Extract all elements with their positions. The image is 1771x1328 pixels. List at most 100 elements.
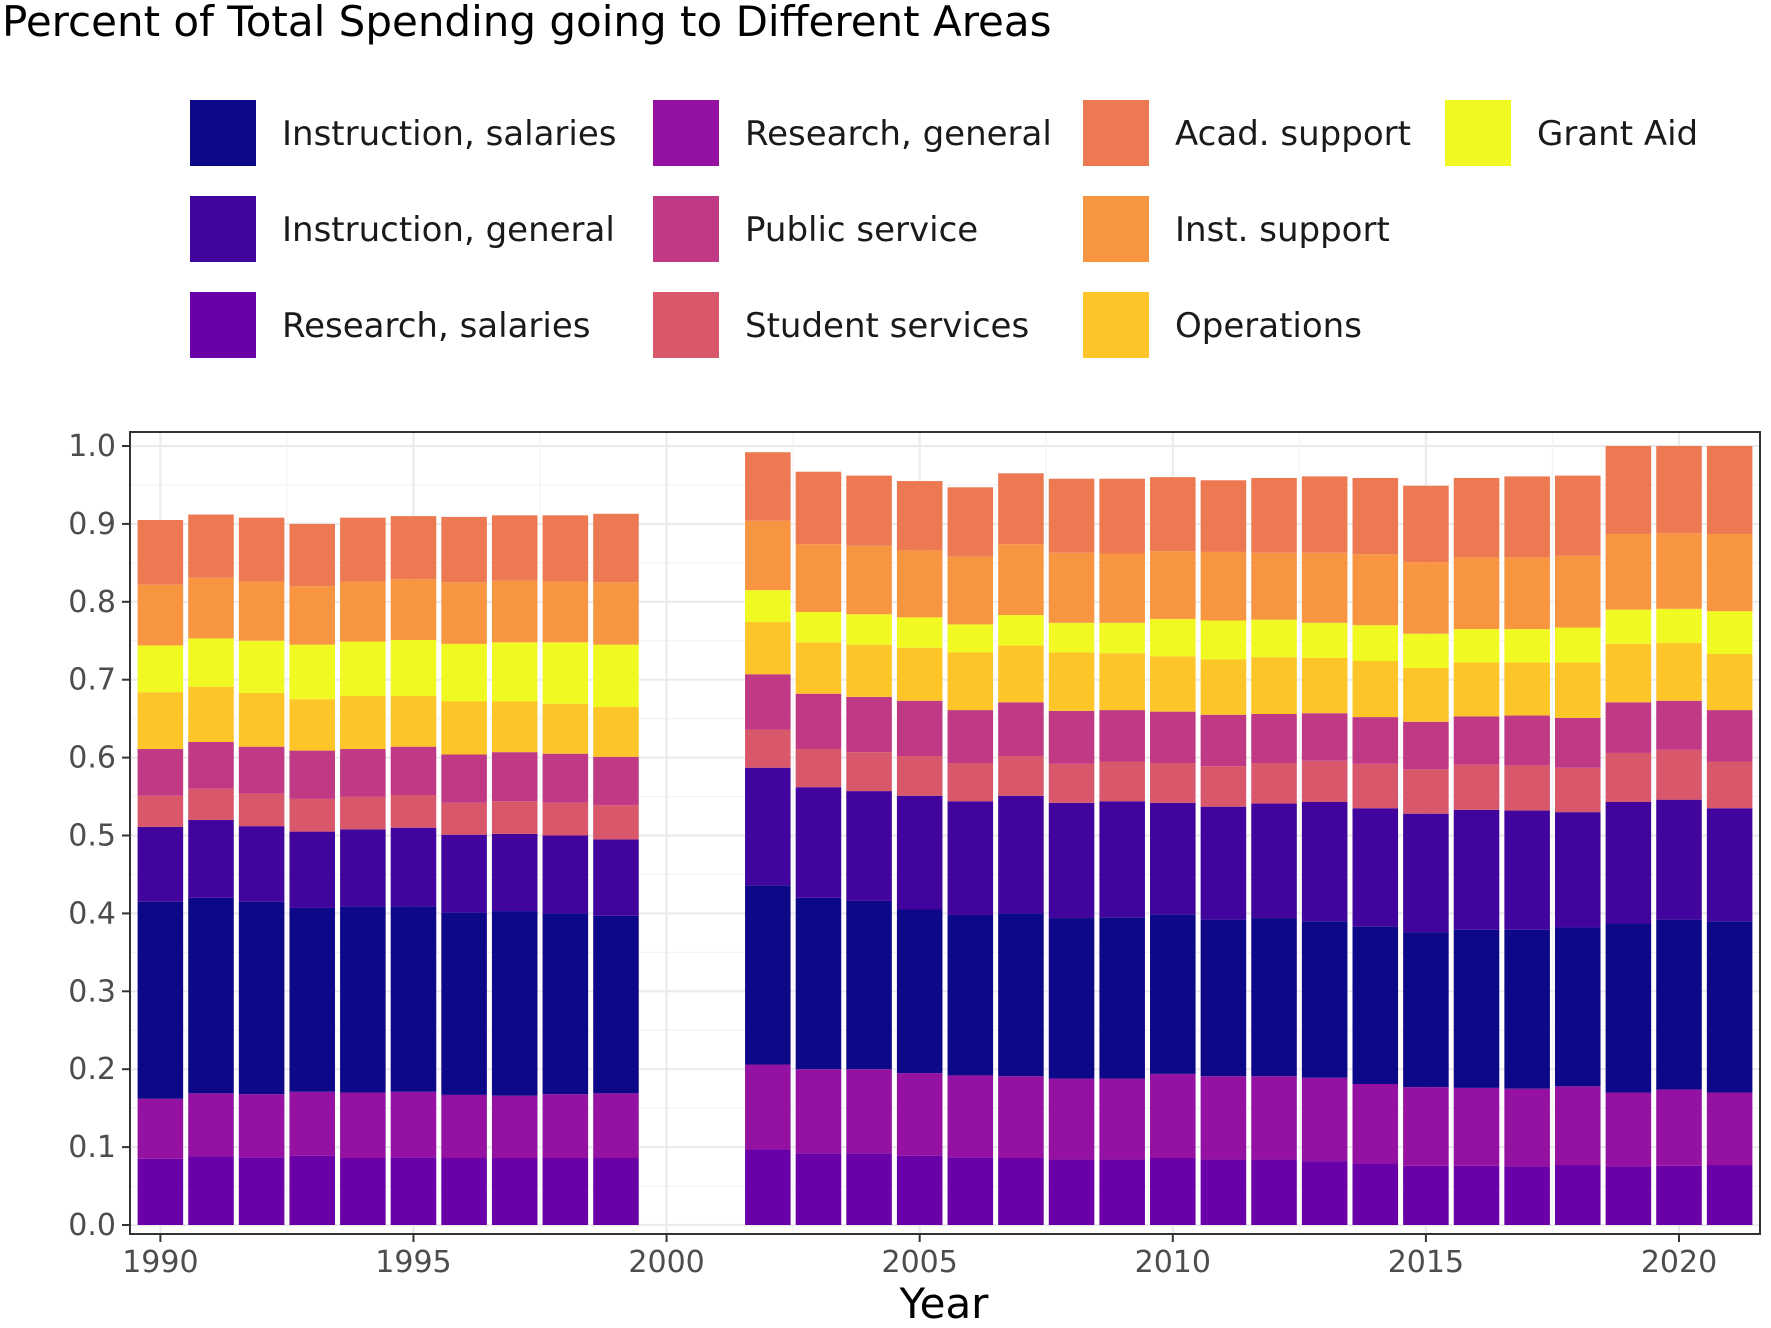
bar-2020-research-general xyxy=(1656,1089,1702,1166)
bar-1990-research-general xyxy=(137,1098,184,1159)
bar-1995-grant-aid xyxy=(390,639,437,697)
bar-1990-inst-support xyxy=(137,584,184,646)
bar-2010-grant-aid xyxy=(1150,618,1196,657)
bar-2018-acad-support xyxy=(1554,475,1601,556)
bar-1998-instruction-salaries xyxy=(542,913,589,1095)
bar-2002-inst-support xyxy=(745,520,791,591)
bar-2017-instruction-salaries xyxy=(1504,929,1550,1089)
bar-2006-instruction-salaries xyxy=(947,914,994,1076)
legend-label: Public service xyxy=(745,210,978,250)
bar-2014-inst-support xyxy=(1352,554,1399,626)
bar-2006-inst-support xyxy=(947,556,994,625)
bar-2017-instruction-general xyxy=(1504,810,1550,930)
bar-2005-research-general xyxy=(896,1073,943,1156)
bar-1990-public-service xyxy=(137,749,184,796)
bar-1996-acad-support xyxy=(441,516,487,583)
bar-1991-grant-aid xyxy=(188,638,234,687)
bar-2005-instruction-salaries xyxy=(896,909,943,1074)
bar-1995-instruction-general xyxy=(390,827,437,907)
bar-1996-research-general xyxy=(441,1094,487,1159)
bar-2014-research-general xyxy=(1352,1084,1399,1164)
bar-1992-student-services xyxy=(238,793,285,827)
bar-2018-public-service xyxy=(1554,717,1601,768)
bar-2015-research-salaries xyxy=(1403,1165,1449,1225)
bar-2019-acad-support xyxy=(1605,446,1652,535)
bar-2006-grant-aid xyxy=(947,624,994,653)
bar-2010-instruction-salaries xyxy=(1150,914,1196,1074)
bar-1990-student-services xyxy=(137,795,184,827)
bar-2016-acad-support xyxy=(1453,477,1500,558)
bar-2018-research-general xyxy=(1554,1086,1601,1166)
bar-2006-acad-support xyxy=(947,487,994,557)
bar-2016-student-services xyxy=(1453,764,1500,810)
bar-2008-public-service xyxy=(1048,710,1095,764)
bar-2012-student-services xyxy=(1251,763,1297,804)
legend-item: Acad. support xyxy=(1083,100,1411,166)
legend-item: Grant Aid xyxy=(1445,100,1698,166)
bar-2004-research-salaries xyxy=(846,1153,892,1225)
bar-2005-student-services xyxy=(896,756,943,796)
bar-2008-operations xyxy=(1048,652,1095,711)
bar-1992-inst-support xyxy=(238,581,285,641)
bar-2009-operations xyxy=(1099,653,1145,711)
bar-1992-research-general xyxy=(238,1094,285,1158)
x-tick-label: 2010 xyxy=(1135,1245,1211,1280)
bar-1994-research-salaries xyxy=(340,1158,386,1225)
bar-2009-student-services xyxy=(1099,761,1145,802)
bar-2003-grant-aid xyxy=(795,611,842,643)
bar-1995-student-services xyxy=(390,794,437,828)
bar-2008-research-salaries xyxy=(1048,1159,1095,1225)
bar-2010-public-service xyxy=(1150,711,1196,764)
bar-2005-instruction-general xyxy=(896,795,943,910)
bar-2019-operations xyxy=(1605,643,1652,703)
legend-label: Research, general xyxy=(745,114,1052,154)
bar-1990-instruction-general xyxy=(137,826,184,902)
bar-1998-research-salaries xyxy=(542,1158,589,1225)
bar-2012-instruction-general xyxy=(1251,803,1297,919)
bar-2009-grant-aid xyxy=(1099,622,1145,654)
bar-2015-inst-support xyxy=(1403,562,1449,634)
bar-2014-research-salaries xyxy=(1352,1163,1399,1225)
bar-2013-instruction-general xyxy=(1301,802,1348,922)
bars xyxy=(137,446,1753,1225)
legend-swatch xyxy=(1083,292,1149,358)
bar-2012-grant-aid xyxy=(1251,619,1297,658)
bar-1996-inst-support xyxy=(441,582,487,644)
bar-2018-instruction-salaries xyxy=(1554,927,1601,1087)
bar-2016-research-general xyxy=(1453,1087,1500,1166)
y-tick-label: 0.7 xyxy=(68,663,116,698)
bar-2013-operations xyxy=(1301,657,1348,714)
bar-1998-grant-aid xyxy=(542,642,589,704)
legend-swatch xyxy=(1083,196,1149,262)
bar-2003-acad-support xyxy=(795,471,842,545)
legend-item: Student services xyxy=(653,292,1029,358)
bar-1997-research-salaries xyxy=(491,1158,538,1225)
bar-2010-operations xyxy=(1150,656,1196,712)
bar-2016-operations xyxy=(1453,662,1500,717)
bar-1997-public-service xyxy=(491,752,538,802)
bar-2010-research-salaries xyxy=(1150,1158,1196,1225)
y-axis: 0.0 0.1 0.2 0.3 0.4 0.5 0.6 0.7 0.8 0.9 1.0 xyxy=(68,429,130,1243)
bar-2007-research-general xyxy=(998,1076,1044,1159)
bar-2018-grant-aid xyxy=(1554,627,1601,663)
bar-1997-student-services xyxy=(491,801,538,834)
bar-2006-operations xyxy=(947,652,994,711)
legend-swatch xyxy=(1083,100,1149,166)
bar-1997-operations xyxy=(491,701,538,753)
bar-2019-instruction-general xyxy=(1605,802,1652,924)
bar-1992-public-service xyxy=(238,746,285,794)
legend-swatch xyxy=(653,196,719,262)
legend-swatch xyxy=(653,292,719,358)
bar-2020-inst-support xyxy=(1656,533,1702,609)
bar-2021-acad-support xyxy=(1706,446,1753,535)
bar-2017-acad-support xyxy=(1504,476,1550,558)
bar-2021-grant-aid xyxy=(1706,611,1753,654)
bar-2015-student-services xyxy=(1403,769,1449,814)
bar-2021-instruction-salaries xyxy=(1706,921,1753,1093)
bar-2002-grant-aid xyxy=(745,590,791,623)
chart-title: Percent of Total Spending going to Diffe… xyxy=(2,0,1052,46)
bar-2012-public-service xyxy=(1251,713,1297,764)
bar-2014-operations xyxy=(1352,661,1399,718)
bar-2015-acad-support xyxy=(1403,485,1449,563)
